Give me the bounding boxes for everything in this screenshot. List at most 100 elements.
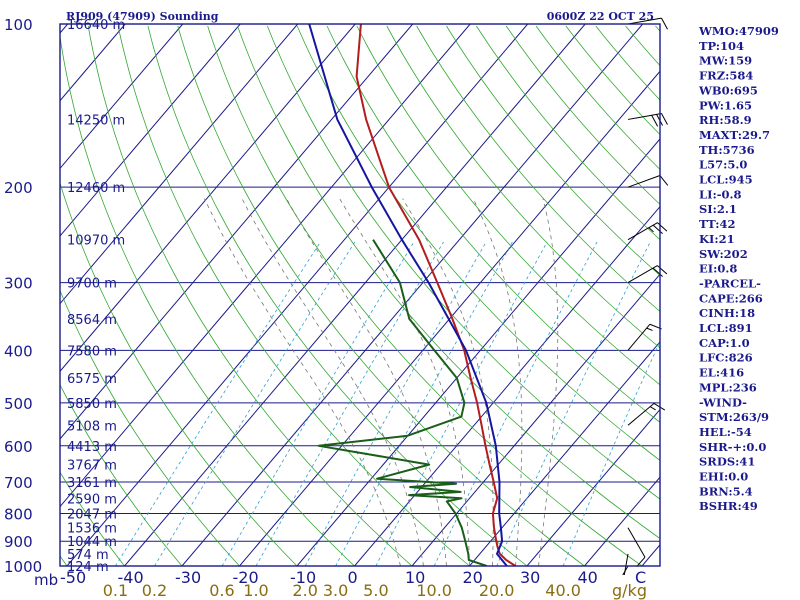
temperature-tick-label: 10 [405,568,425,587]
index-value: MW:159 [699,54,752,68]
wind-barbs [622,17,669,575]
sounding-series [308,24,517,566]
height-label: 2590 m [67,492,117,507]
mixing-ratio-line [304,241,487,566]
wind-barb [627,265,668,284]
mixing-ratio-tick-label: 0.2 [142,581,167,600]
index-value: BRN:5.4 [699,484,753,498]
dry-adiabat-line [446,25,660,276]
index-value: BSHR:49 [699,499,758,513]
moist-adiabat-line [204,198,401,566]
height-label: 7580 m [67,344,117,359]
isotherm-line [60,24,356,373]
index-value: -PARCEL- [699,276,761,290]
height-label: 5850 m [67,397,117,412]
temperature-tick-label: 0 [348,568,358,587]
dry-adiabat-line [60,34,355,566]
index-value: SI:2.1 [699,202,737,216]
mixing-ratio-tick-label: 20.0 [479,581,515,600]
index-value: EI:0.8 [699,262,737,276]
height-label: 1044 m [67,535,117,550]
temperature-tick-label: -40 [118,568,144,587]
index-value: CINH:18 [699,306,755,320]
pressure-tick-label: 800 [4,505,33,523]
index-value: L57:5.0 [699,158,747,172]
index-value: TP:104 [699,39,744,53]
mixing-ratio-tick-label: 40.0 [545,581,581,600]
dry-adiabat-line [237,25,660,539]
isotherm-line [60,24,241,237]
height-label: 4413 m [67,440,117,455]
height-label: 1536 m [67,522,117,537]
height-label: 5108 m [67,419,117,434]
height-label: 12460 m [67,181,125,196]
isotherm-line [124,24,586,566]
dewpoint-trace [317,239,488,566]
mixing-ratio-tick-label: 10.0 [416,581,452,600]
index-value: RH:58.9 [699,113,752,127]
isotherm-line [239,70,660,566]
temperature-trace [355,24,517,566]
wind-barb [627,175,669,188]
chart-title-right: 0600Z 22 OCT 25 [547,10,654,23]
plot-frame [59,23,661,567]
height-label: 2047 m [67,507,117,522]
mixing-ratio-line [433,241,598,566]
dry-adiabat-line [326,25,660,423]
index-value: TH:5736 [699,143,755,157]
pressure-tick-label: 600 [4,438,33,456]
height-label: 14250 m [67,113,125,128]
index-value: KI:21 [699,232,735,246]
dry-adiabat-line [117,25,470,566]
index-value: LCL:945 [699,173,753,187]
height-label: 124 m [67,560,109,575]
mixing-ratio-tick-label: 3.0 [323,581,348,600]
temperature-tick-label: C [635,568,646,587]
index-value: HEL:-54 [699,425,752,439]
mixing-ratio-line [221,241,415,566]
isotherm-line [411,273,660,566]
dry-adiabat-line [476,25,660,241]
dry-adiabat-line [147,25,528,566]
dry-adiabat-line [296,25,660,461]
index-value: CAP:1.0 [699,336,750,350]
dry-adiabat-line [60,471,125,566]
isotherm-line [296,138,660,566]
isotherm-line [60,24,184,170]
dry-adiabat-line [60,383,183,566]
axis-labels: RJ909 (47909) Sounding 0600Z 22 OCT 25 m… [4,10,654,600]
index-value: STM:263/9 [699,410,769,424]
pressure-tick-label: 100 [4,16,33,34]
dry-adiabat-line [505,25,660,205]
isotherm-line [469,341,660,566]
isotherm-line [60,24,471,508]
isotherm-line [526,408,660,566]
mixing-ratio-tick-label: 1.0 [243,581,268,600]
temperature-tick-label: -50 [60,568,86,587]
height-label: 574 m [67,548,109,563]
pressure-tick-label: 500 [4,395,33,413]
mixing-ratio-line [562,340,660,566]
mixing-ratio-line [335,241,513,566]
moist-adiabat-line [339,198,470,566]
index-value: LCL:891 [699,321,753,335]
index-value: TT:42 [699,217,736,231]
index-value: SW:202 [699,247,748,261]
moist-adiabat-line [402,198,494,566]
index-value: -WIND- [699,395,747,409]
index-value: CAPE:266 [699,291,763,305]
moist-adiabat-line [241,198,424,566]
mixing-ratio-tick-label: 0.6 [209,581,234,600]
pressure-tick-label: 400 [4,342,33,360]
temperature-tick-label: -30 [175,568,201,587]
pressure-tick-label: 1000 [4,558,42,576]
index-value: LFC:826 [699,351,753,365]
mixing-ratio-line [375,241,548,566]
wind-barb [627,17,668,30]
pressure-unit-label: mb [34,571,58,589]
height-label: 3767 m [67,459,117,474]
mixing-ratio-line [255,241,444,566]
dry-adiabat-line [356,25,660,386]
